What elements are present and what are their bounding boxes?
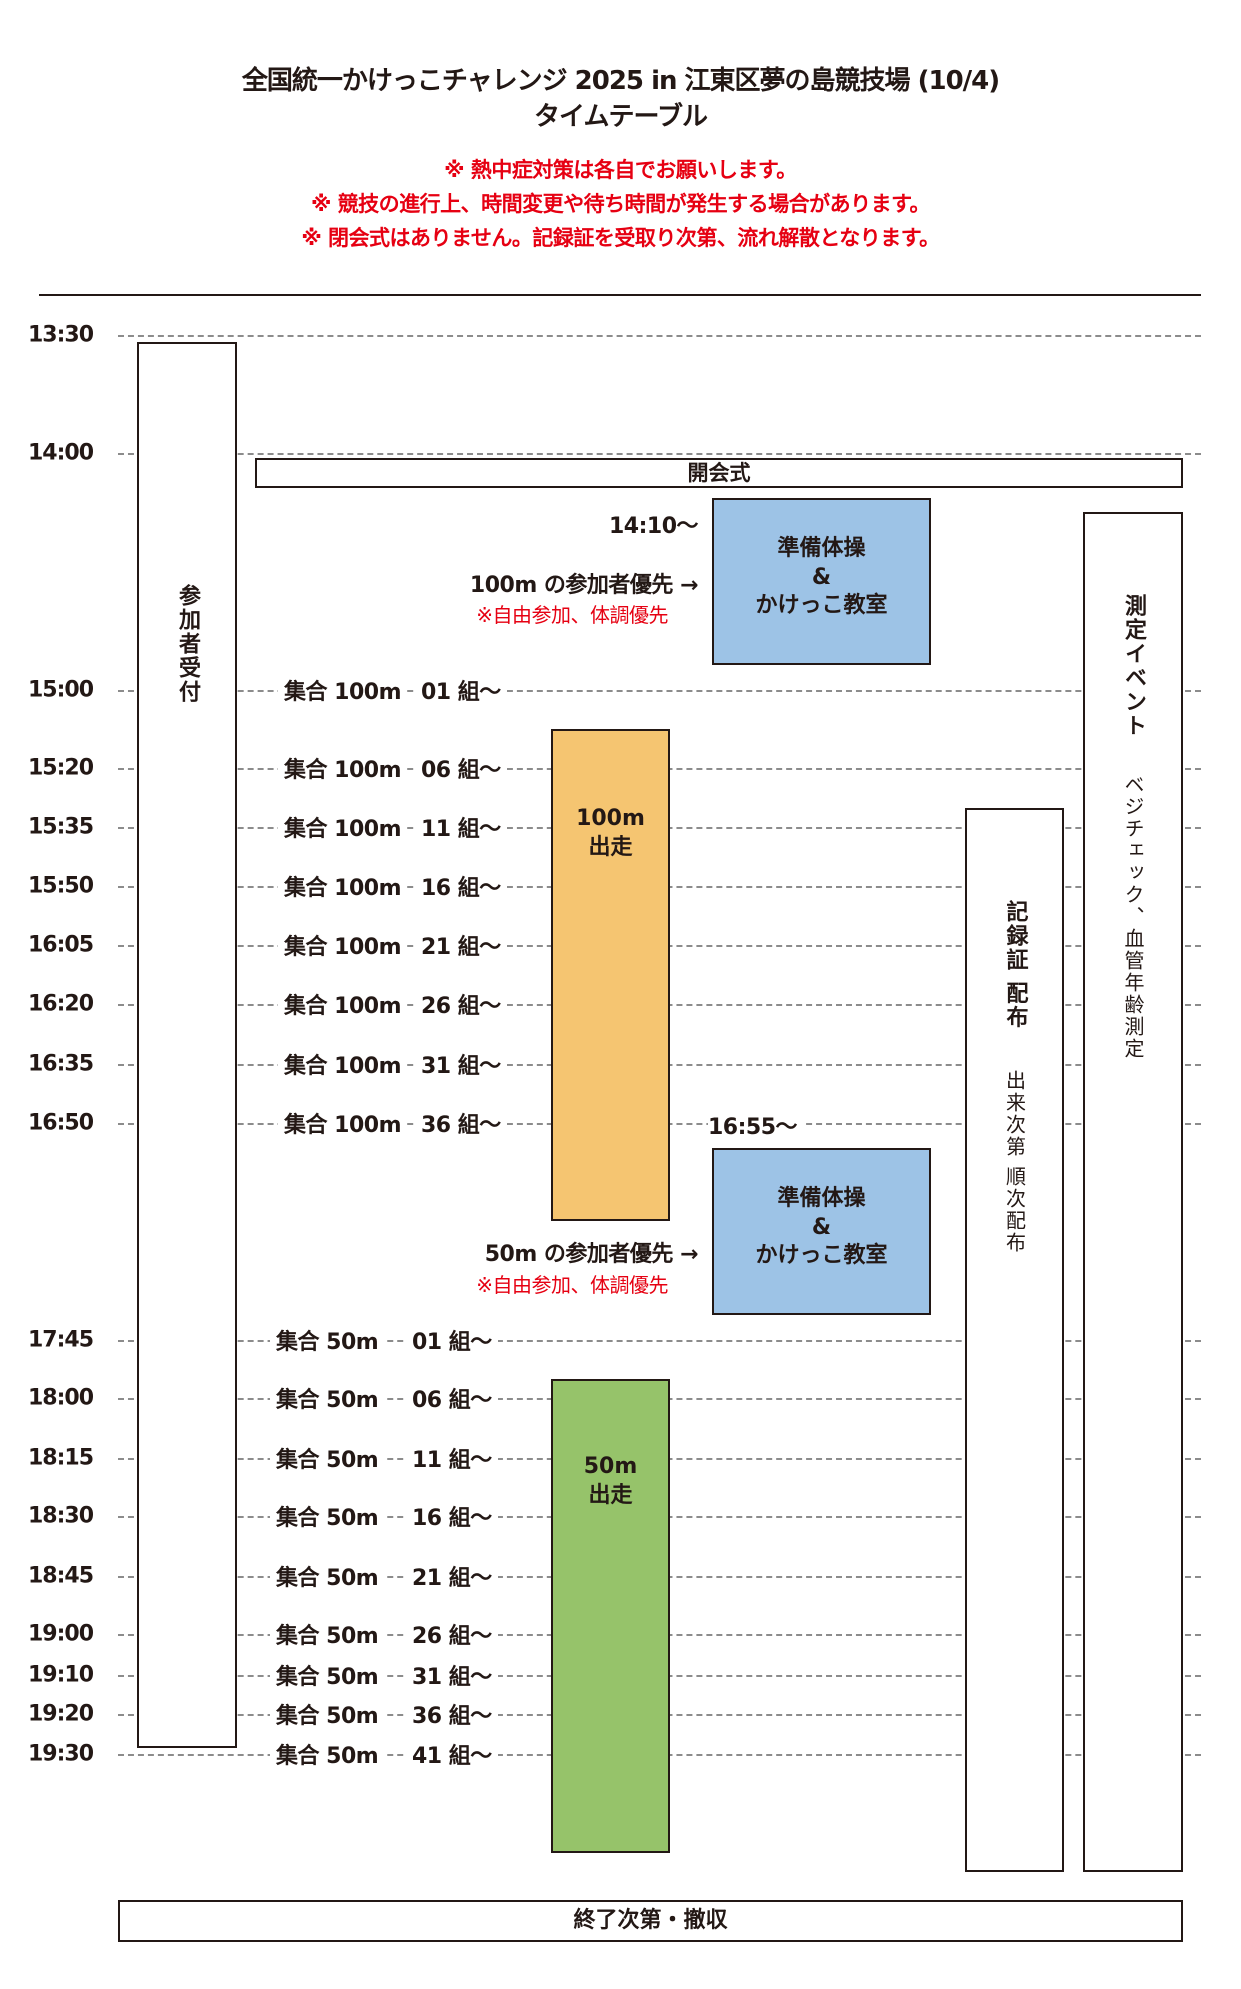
- closing-label: 終了次第・撤収: [573, 1908, 728, 1933]
- measurement-title: 測定イベント: [1121, 594, 1146, 738]
- gather-label: 集合 50m: [270, 1500, 385, 1532]
- run-100m-label: 100m: [576, 806, 645, 831]
- gather-label: 集合 100m: [278, 929, 408, 961]
- warmup-label: 準備体操: [777, 1186, 866, 1211]
- gather-group: 31 組〜: [406, 1659, 498, 1691]
- warmup-amp: &: [811, 564, 832, 590]
- opening-ceremony-label: 開会式: [687, 461, 751, 485]
- note-3: ※ 閉会式はありません。記録証を受取り次第、流れ解散となります。: [301, 226, 940, 250]
- warmup-2-note: ※自由参加、体調優先: [476, 1269, 668, 1298]
- time-label: 19:00: [28, 1621, 94, 1647]
- gather-label: 集合 100m: [278, 811, 408, 843]
- time-gridline: [118, 1340, 1201, 1342]
- gather-label: 集合 100m: [278, 752, 408, 784]
- gather-group: 36 組〜: [415, 1107, 507, 1139]
- certificate-detail: 出来次第 順次配布: [1002, 1069, 1027, 1255]
- run-100m-block: 100m 出走: [551, 729, 670, 1221]
- warmup-2-time: 16:55〜: [708, 1109, 806, 1141]
- time-gridline: [118, 690, 1201, 692]
- gather-label: 集合 50m: [270, 1324, 385, 1356]
- warmup-2-priority: 50m の参加者優先 →: [484, 1236, 699, 1268]
- warmup-amp: &: [811, 1214, 832, 1240]
- gather-label: 集合 50m: [270, 1442, 385, 1474]
- page-subtitle: タイムテーブル: [534, 102, 708, 132]
- measurement-text: 測定イベントベジチェック、血管年齢測定: [1117, 594, 1149, 1870]
- time-gridline: [118, 335, 1201, 337]
- gather-group: 06 組〜: [415, 752, 507, 784]
- divider: [39, 294, 1201, 296]
- certificate-text: 記録証 配布出来次第 順次配布: [999, 900, 1031, 1870]
- run-100m-sub: 出走: [588, 834, 633, 860]
- time-label: 19:30: [28, 1741, 94, 1767]
- gather-label: 集合 100m: [278, 870, 408, 902]
- gather-label: 集合 100m: [278, 988, 408, 1020]
- gather-label: 集合 100m: [278, 674, 408, 706]
- gather-group: 06 組〜: [406, 1382, 498, 1414]
- warmup-1-note: ※自由参加、体調優先: [476, 599, 668, 628]
- time-label: 13:30: [28, 322, 94, 348]
- gather-group: 21 組〜: [415, 929, 507, 961]
- gather-group: 26 組〜: [406, 1618, 498, 1650]
- closing-block: 終了次第・撤収: [118, 1900, 1183, 1942]
- gather-group: 01 組〜: [415, 674, 507, 706]
- gather-label: 集合 50m: [270, 1738, 385, 1770]
- warmup-label: 準備体操: [777, 536, 866, 561]
- kids-class-label: かけっこ教室: [755, 1243, 888, 1269]
- note-2: ※ 競技の進行上、時間変更や待ち時間が発生する場合があります。: [310, 192, 931, 216]
- page-title: 全国統一かけっこチャレンジ 2025 in 江東区夢の島競技場 (10/4): [241, 66, 1000, 96]
- gather-label: 集合 50m: [270, 1659, 385, 1691]
- time-gridline: [118, 453, 1201, 455]
- gather-group: 31 組〜: [415, 1048, 507, 1080]
- run-50m-sub: 出走: [588, 1482, 633, 1508]
- time-label: 16:20: [28, 991, 94, 1017]
- reception-block: 参加者受付: [137, 342, 237, 1748]
- time-label: 15:50: [28, 873, 94, 899]
- gather-label: 集合 50m: [270, 1382, 385, 1414]
- gather-group: 36 組〜: [406, 1698, 498, 1730]
- gather-label: 集合 50m: [270, 1698, 385, 1730]
- gather-group: 16 組〜: [415, 870, 507, 902]
- gather-group: 11 組〜: [406, 1442, 498, 1474]
- note-1: ※ 熱中症対策は各自でお願いします。: [444, 158, 797, 182]
- time-label: 15:35: [28, 814, 94, 840]
- gather-group: 16 組〜: [406, 1500, 498, 1532]
- opening-ceremony-block: 開会式: [255, 458, 1183, 488]
- certificate-block: 記録証 配布出来次第 順次配布: [965, 808, 1064, 1872]
- gather-label: 集合 50m: [270, 1560, 385, 1592]
- time-label: 19:10: [28, 1662, 94, 1688]
- warmup-1-time: 14:10〜: [608, 508, 699, 540]
- time-label: 17:45: [28, 1327, 94, 1353]
- warmup-1-priority: 100m の参加者優先 →: [469, 567, 699, 599]
- warmup-block-2: 準備体操 & かけっこ教室: [712, 1148, 931, 1315]
- run-50m-block: 50m 出走: [551, 1379, 670, 1853]
- time-label: 18:30: [28, 1503, 94, 1529]
- gather-group: 11 組〜: [415, 811, 507, 843]
- warmup-block-1: 準備体操 & かけっこ教室: [712, 498, 931, 665]
- gather-label: 集合 100m: [278, 1107, 408, 1139]
- time-label: 18:45: [28, 1563, 94, 1589]
- time-label: 14:00: [28, 440, 94, 466]
- time-label: 15:00: [28, 677, 94, 703]
- kids-class-label: かけっこ教室: [755, 593, 888, 619]
- gather-group: 01 組〜: [406, 1324, 498, 1356]
- certificate-title: 記録証 配布: [1002, 900, 1028, 1030]
- gather-group: 26 組〜: [415, 988, 507, 1020]
- measurement-detail: ベジチェック、血管年齢測定: [1121, 774, 1145, 1060]
- time-label: 16:50: [28, 1110, 94, 1136]
- run-50m-label: 50m: [583, 1454, 638, 1479]
- time-label: 15:20: [28, 755, 94, 781]
- time-label: 16:35: [28, 1051, 94, 1077]
- time-label: 18:00: [28, 1385, 94, 1411]
- time-label: 19:20: [28, 1701, 94, 1727]
- measurement-event-block: 測定イベントベジチェック、血管年齢測定: [1083, 512, 1183, 1872]
- time-label: 16:05: [28, 932, 94, 958]
- gather-label: 集合 100m: [278, 1048, 408, 1080]
- time-label: 18:15: [28, 1445, 94, 1471]
- gather-label: 集合 50m: [270, 1618, 385, 1650]
- reception-label: 参加者受付: [175, 584, 200, 704]
- gather-group: 41 組〜: [406, 1738, 498, 1770]
- gather-group: 21 組〜: [406, 1560, 498, 1592]
